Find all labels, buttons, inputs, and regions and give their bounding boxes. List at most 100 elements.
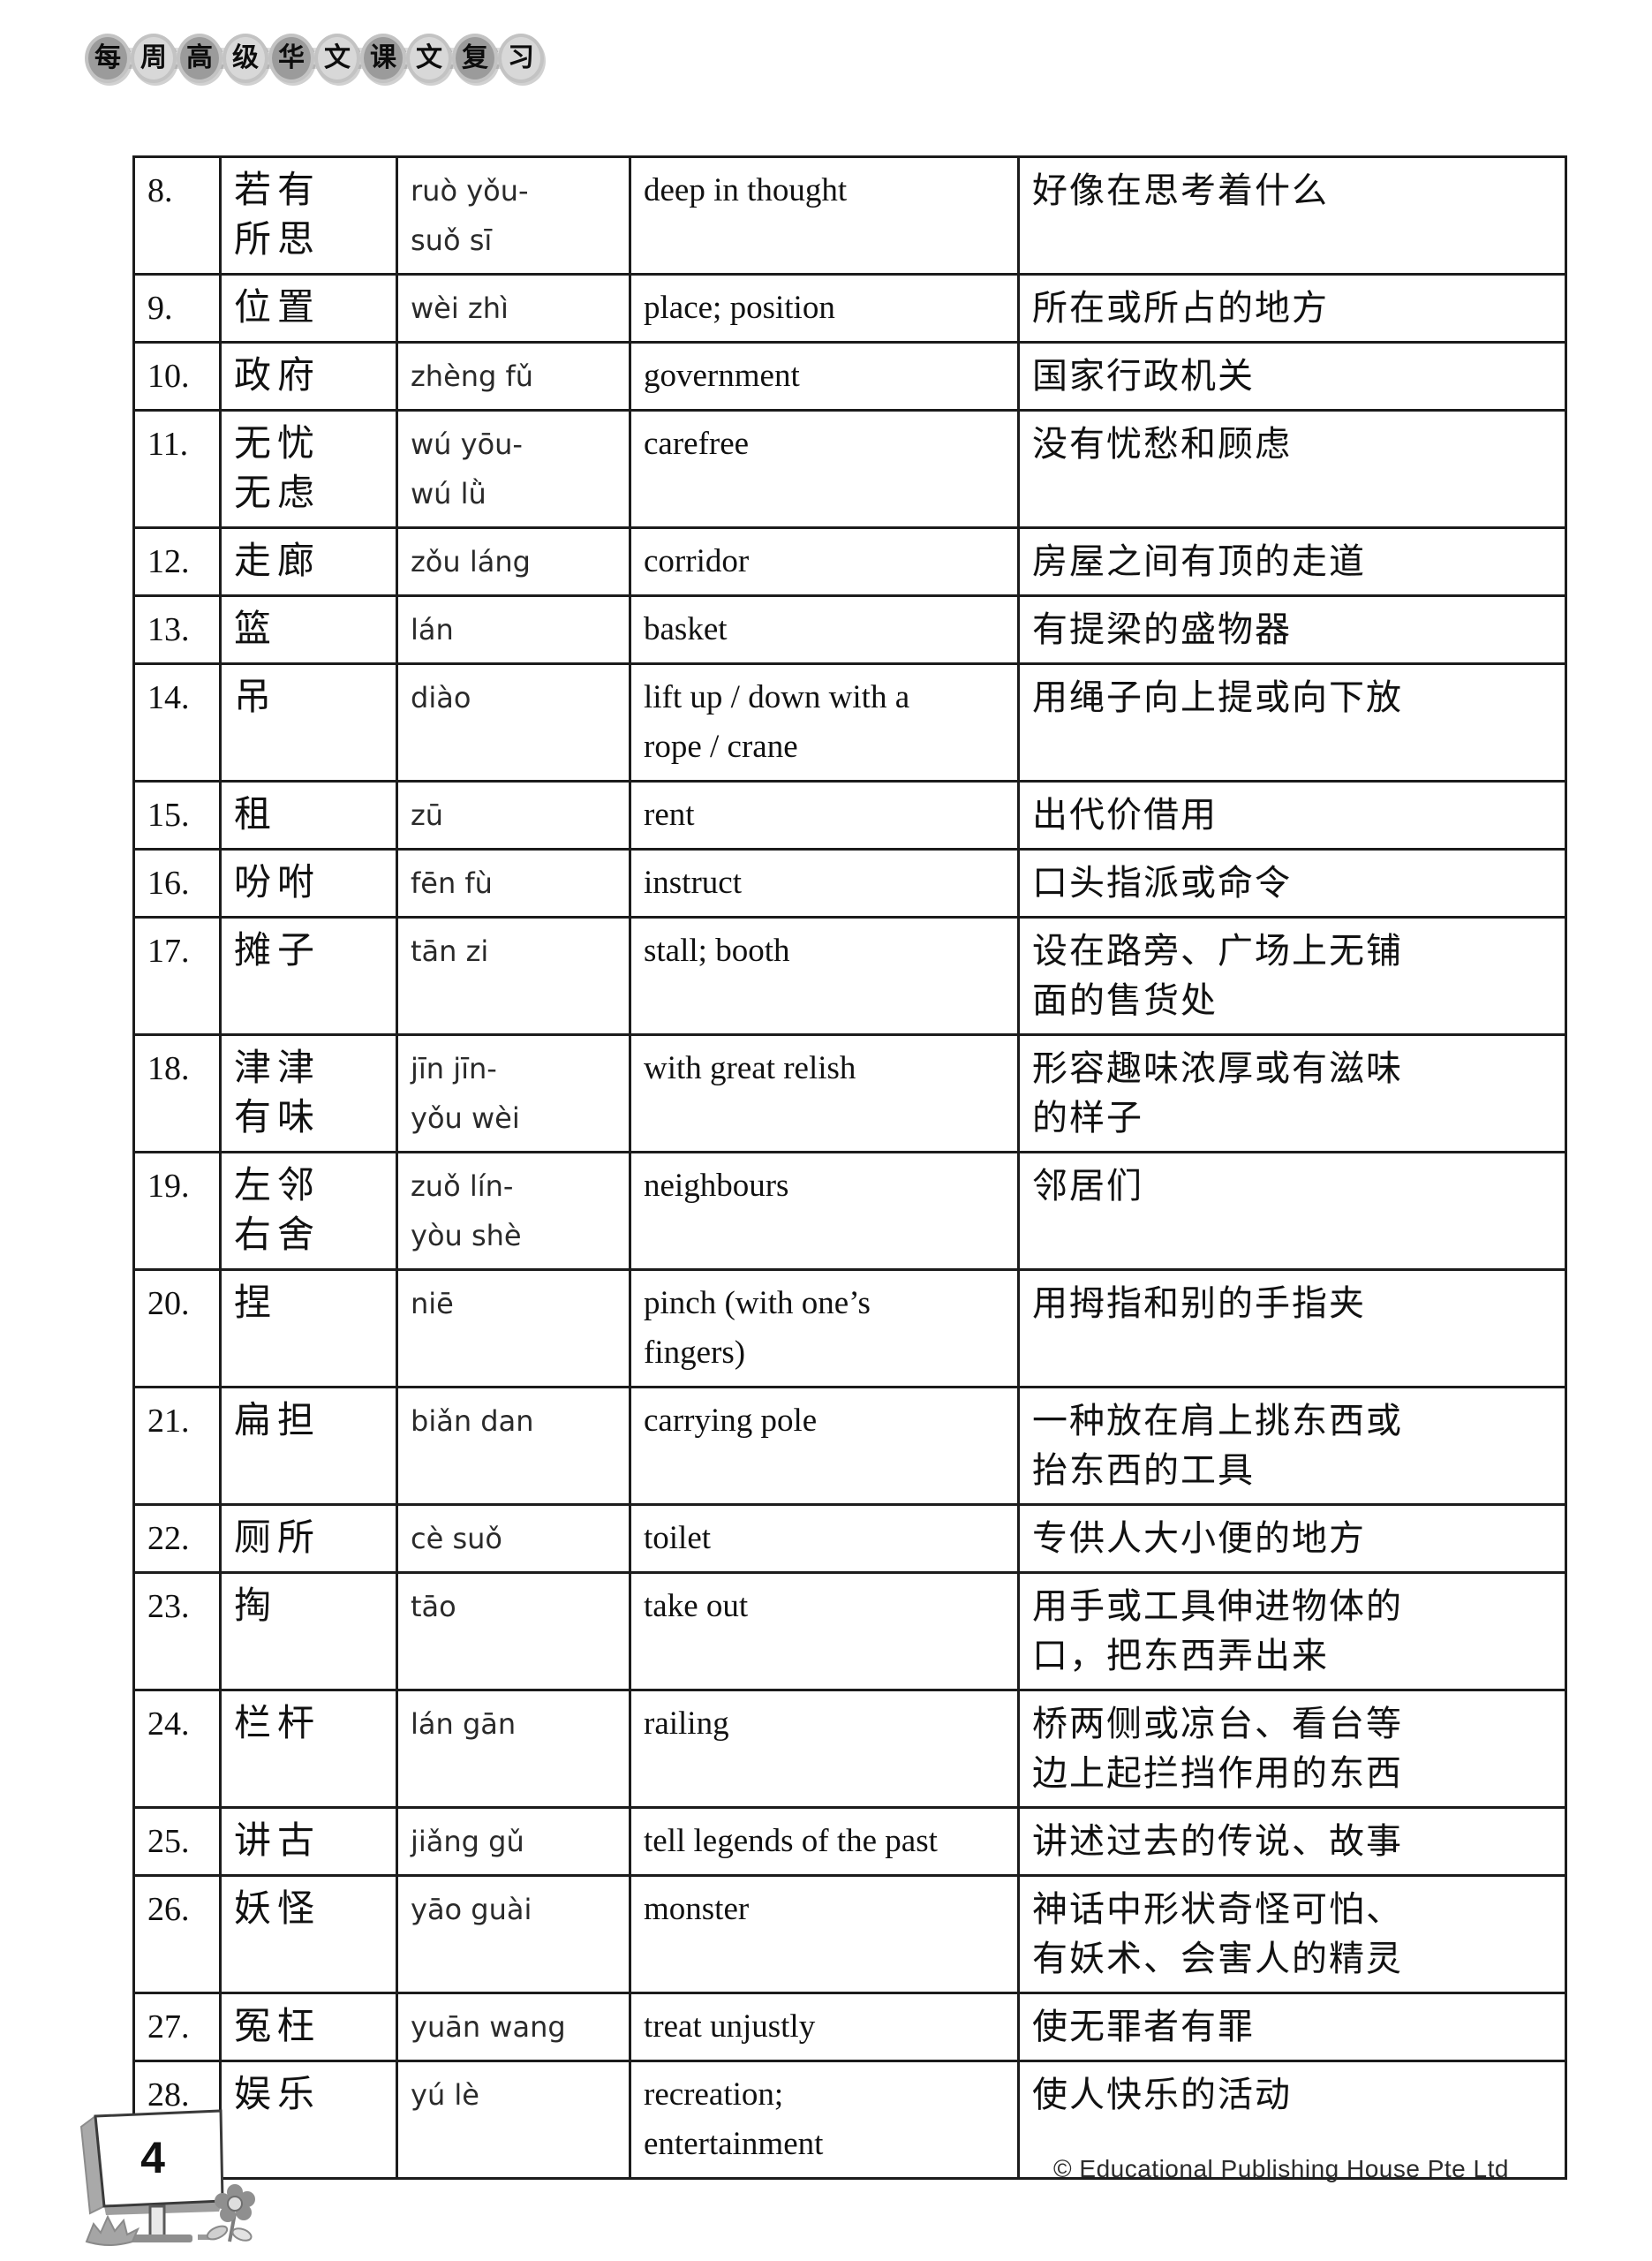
sign-base (125, 2235, 192, 2242)
cell-english: take out (629, 1571, 1020, 1691)
cell-num: 25. (132, 1806, 222, 1877)
word-text: 摊子 (234, 931, 321, 972)
pinyin-text: wú lǜ (411, 477, 487, 510)
word-text: 左邻 (234, 1166, 321, 1206)
title-circle: 文 (406, 34, 452, 83)
title-circle: 课 (360, 34, 406, 83)
word-text: 冤枉 (234, 2007, 321, 2047)
table-row: 25. 讲古 jiǎng gǔ tell legends of the past 讲述过… (132, 1806, 1567, 1877)
cell-word: 栏杆 (219, 1689, 398, 1809)
cell-english: lift up / down with a rope / crane (629, 662, 1020, 783)
title-circle: 文 (314, 34, 360, 83)
cell-num: 24. (132, 1689, 222, 1809)
meaning-text: 用手或工具伸进物体的 (1032, 1586, 1403, 1626)
cell-pinyin: wèi zhì (396, 273, 631, 344)
cell-num: 23. (132, 1571, 222, 1691)
cell-num: 11. (132, 409, 222, 529)
table-row: 8. 若有 所思 ruò yǒu-suǒ sī deep in thought 好像在思考… (132, 155, 1567, 276)
cell-num: 8. (132, 155, 222, 276)
cell-word: 厕所 (219, 1503, 398, 1574)
cell-english: place; position (629, 273, 1020, 344)
cell-english: toilet (629, 1503, 1020, 1574)
table-row: 18. 津津 有味 jīn jīn-yǒu wèi with great relish 形… (132, 1033, 1567, 1153)
cell-num: 17. (132, 916, 222, 1036)
cell-meaning: 设在路旁、广场上无铺 面的售货处 (1017, 916, 1567, 1036)
meaning-text: 国家行政机关 (1032, 356, 1255, 396)
num-text: 20. (147, 1285, 190, 1322)
english-text: lift up / down with a (644, 679, 910, 715)
cell-english: neighbours (629, 1151, 1020, 1271)
pinyin-text: wèi zhì (411, 291, 509, 325)
english-text: neighbours (644, 1168, 789, 1204)
vocabulary-table-body: 8. 若有 所思 ruò yǒu-suǒ sī deep in thought 好像在思考… (132, 155, 1567, 2180)
cell-english: deep in thought (629, 155, 1020, 276)
table-row: 15. 租 zū rent 出代价借用 (132, 780, 1567, 851)
english-text: carrying pole (644, 1403, 818, 1439)
cell-meaning: 出代价借用 (1017, 780, 1567, 851)
word-text: 有味 (234, 1098, 321, 1138)
cell-english: corridor (629, 526, 1020, 597)
cell-pinyin: diào (396, 662, 631, 783)
cell-english: carefree (629, 409, 1020, 529)
cell-meaning: 所在或所占的地方 (1017, 273, 1567, 344)
word-text: 掏 (234, 1586, 278, 1627)
word-text: 吩咐 (234, 863, 321, 904)
cell-num: 9. (132, 273, 222, 344)
english-text: stall; booth (644, 933, 790, 969)
table-row: 24. 栏杆 lán gān railing 桥两侧或凉台、看台等 边上起拦挡作用的东西 (132, 1689, 1567, 1809)
pinyin-text: zuǒ lín- (411, 1169, 514, 1203)
meaning-text: 一种放在肩上挑东西或 (1032, 1401, 1403, 1441)
meaning-text: 形容趣味浓厚或有滋味 (1032, 1048, 1403, 1088)
cell-pinyin: niē (396, 1268, 631, 1388)
pinyin-text: lán gān (411, 1707, 517, 1741)
cell-english: monster (629, 1874, 1020, 1994)
cell-english: stall; booth (629, 916, 1020, 1036)
cell-pinyin: cè suǒ (396, 1503, 631, 1574)
table-row: 27. 冤枉 yuān wang treat unjustly 使无罪者有罪 (132, 1992, 1567, 2062)
english-text: with great relish (644, 1050, 856, 1086)
cell-pinyin: zuǒ lín-yòu shè (396, 1151, 631, 1271)
title-character: 习 (508, 43, 534, 72)
cell-num: 26. (132, 1874, 222, 1994)
cell-english: treat unjustly (629, 1992, 1020, 2062)
pinyin-text: suǒ sī (411, 223, 493, 257)
word-text: 右舍 (234, 1215, 321, 1256)
pinyin-text: cè suǒ (411, 1522, 502, 1555)
english-text: recreation; (644, 2076, 784, 2113)
english-text: take out (644, 1588, 749, 1624)
title-character: 课 (370, 43, 396, 72)
cell-word: 走廊 (219, 526, 398, 597)
cell-meaning: 用绳子向上提或向下放 (1017, 662, 1567, 783)
pinyin-text: biǎn dan (411, 1404, 534, 1438)
pinyin-text: zhèng fǔ (411, 359, 534, 393)
word-text: 若有 (234, 170, 321, 211)
cell-word: 摊子 (219, 916, 398, 1036)
english-text: corridor (644, 543, 750, 579)
cell-pinyin: zǒu láng (396, 526, 631, 597)
english-text: railing (644, 1705, 729, 1742)
word-text: 走廊 (234, 541, 321, 582)
cell-word: 左邻 右舍 (219, 1151, 398, 1271)
cell-english: rent (629, 780, 1020, 851)
cell-english: basket (629, 594, 1020, 665)
pinyin-text: zū (411, 798, 444, 832)
cell-pinyin: yú lè (396, 2060, 631, 2180)
english-text: monster (644, 1891, 750, 1927)
meaning-text: 面的售货处 (1032, 980, 1218, 1020)
english-text: rent (644, 797, 695, 833)
cell-pinyin: yāo guài (396, 1874, 631, 1994)
meaning-text: 所在或所占的地方 (1032, 288, 1329, 328)
english-text: basket (644, 611, 728, 647)
title-circle: 华 (268, 34, 314, 83)
cell-pinyin: fēn fù (396, 848, 631, 919)
cell-num: 18. (132, 1033, 222, 1153)
english-text: treat unjustly (644, 2008, 816, 2045)
cell-num: 12. (132, 526, 222, 597)
title-character: 复 (462, 43, 488, 72)
num-text: 22. (147, 1520, 190, 1557)
cell-word: 津津 有味 (219, 1033, 398, 1153)
pinyin-text: yuān wang (411, 2010, 566, 2044)
title-character: 文 (324, 43, 351, 72)
num-text: 16. (147, 865, 190, 902)
cell-meaning: 使无罪者有罪 (1017, 1992, 1567, 2062)
